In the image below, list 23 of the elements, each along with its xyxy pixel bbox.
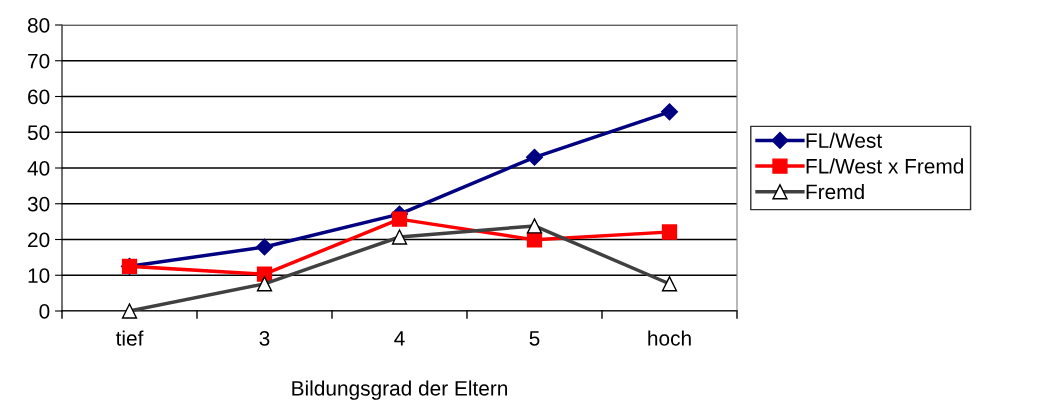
y-tick-label: 30 bbox=[27, 196, 50, 212]
y-tick-label: 10 bbox=[28, 268, 50, 283]
point bbox=[391, 211, 408, 227]
point bbox=[525, 148, 544, 166]
legend-label: FL/West bbox=[806, 132, 882, 148]
point bbox=[660, 103, 679, 121]
y-tick-label: 50 bbox=[27, 125, 50, 140]
y-tick-label: 20 bbox=[28, 232, 50, 248]
legend-label: Fremd bbox=[806, 183, 864, 200]
y-tick-label: 60 bbox=[28, 89, 50, 105]
y-tick-label: 40 bbox=[27, 161, 50, 176]
x-tick-label: 5 bbox=[529, 331, 540, 346]
point bbox=[661, 224, 678, 240]
point bbox=[255, 238, 274, 256]
x-tick-label: 4 bbox=[394, 331, 405, 346]
x-axis-title: Bildungsgrad der Eltern bbox=[292, 380, 508, 400]
legend-label: FL/West x Fremd bbox=[806, 158, 963, 174]
y-tick-label: 80 bbox=[27, 18, 50, 33]
y-tick-label: 70 bbox=[28, 53, 50, 69]
x-tick-label: hoch bbox=[648, 330, 691, 346]
x-tick-label: tief bbox=[115, 330, 144, 346]
x-tick-label: 3 bbox=[259, 330, 270, 346]
y-tick-label: 0 bbox=[39, 304, 50, 319]
